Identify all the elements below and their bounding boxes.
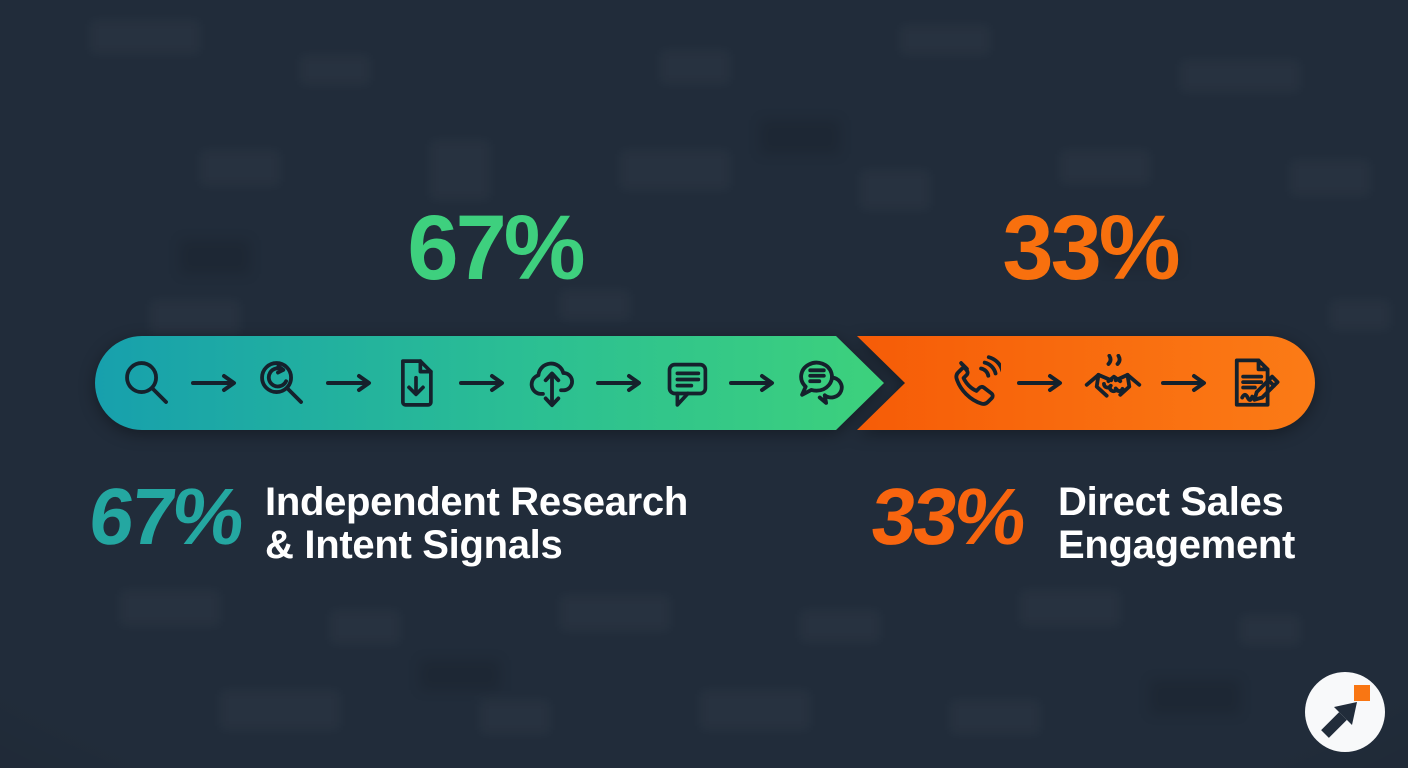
- flow-arrow-icon: [325, 374, 371, 392]
- sales-stage-icons: [943, 336, 1283, 430]
- logo-arrow: [1334, 702, 1357, 725]
- search-retargeting-icon: [260, 361, 304, 404]
- research-stage-icons: [118, 336, 852, 430]
- legend-right-label: Direct Sales Engagement: [1058, 481, 1295, 567]
- logo-orange-square: [1354, 685, 1370, 701]
- flow-arrow-icon: [458, 374, 504, 392]
- legend-right-line1: Direct Sales: [1058, 480, 1284, 524]
- handshake-icon: [1084, 354, 1142, 398]
- phone-call-icon: [954, 355, 1001, 406]
- conversation-bubbles-icon: [799, 360, 844, 405]
- flow-arrow-icon: [1017, 374, 1062, 392]
- legend-left-percentage: 67%: [85, 472, 246, 561]
- search-icon: [125, 361, 168, 404]
- flow-arrow-icon: [596, 374, 642, 392]
- legend-left-line1: Independent Research: [265, 480, 689, 524]
- top-right-percentage: 33%: [1002, 197, 1180, 299]
- flow-arrow-icon: [1161, 374, 1206, 392]
- legend-left-label: Independent Research & Intent Signals: [265, 481, 688, 567]
- document-download-icon: [401, 359, 434, 407]
- legend-right-line2: Engagement: [1058, 523, 1296, 567]
- chat-message-icon: [667, 362, 707, 407]
- contract-signing-icon: [1234, 358, 1280, 407]
- legend-right-percentage: 33%: [867, 472, 1028, 561]
- legend-left-line2: & Intent Signals: [265, 523, 563, 567]
- arrow-target-logo: [1305, 672, 1385, 752]
- cloud-sync-icon: [529, 361, 574, 408]
- flow-arrow-icon: [729, 374, 775, 392]
- flow-arrow-icon: [190, 374, 236, 392]
- top-left-percentage: 67%: [407, 197, 585, 299]
